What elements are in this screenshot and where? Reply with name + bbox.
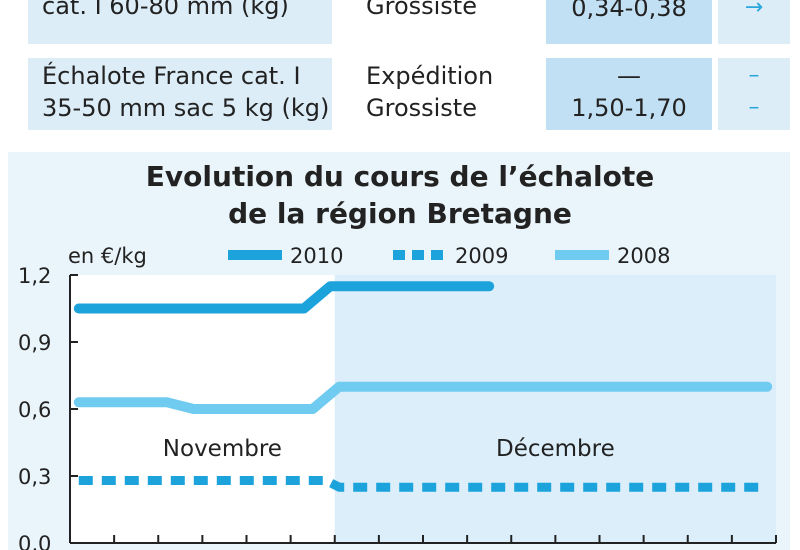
product-text: Échalote France cat. I <box>42 62 301 90</box>
legend-label: 2008 <box>617 244 670 268</box>
value-cell: — 1,50-1,70 <box>546 58 712 130</box>
value-text: 1,50-1,70 <box>571 94 687 122</box>
table-row: cat. I 60-80 mm (kg) Grossiste 0,34-0,38… <box>28 0 790 44</box>
value-cell: 0,34-0,38 <box>546 0 712 44</box>
value-text: 0,34-0,38 <box>571 0 687 22</box>
period-label: Novembre <box>163 436 282 462</box>
stage-text: Grossiste <box>366 0 477 20</box>
chart-title-line-2: de la région Bretagne <box>228 197 572 230</box>
legend: 2010 2009 2008 <box>228 244 670 268</box>
stage-cell: Grossiste <box>332 0 580 44</box>
product-text: 35-50 mm sac 5 kg (kg) <box>42 94 330 122</box>
stage-text: Grossiste <box>366 94 477 122</box>
y-tick-label: 0,3 <box>18 465 51 489</box>
y-tick-label: 0,9 <box>18 331 51 355</box>
legend-label: 2009 <box>455 244 508 268</box>
series-line-2008 <box>73 381 773 414</box>
series-line-2009 <box>78 476 768 492</box>
series-line-2010 <box>73 281 495 314</box>
value-text: — <box>617 62 641 90</box>
y-axis-label: en €/kg <box>68 244 147 268</box>
stage-cell: Expédition Grossiste <box>332 58 580 130</box>
trend-dash-icon: – <box>748 95 760 120</box>
plot-area-december <box>334 275 776 543</box>
y-tick-label: 0,6 <box>18 398 51 422</box>
y-tick-label: 1,2 <box>18 264 51 288</box>
table-row: Échalote France cat. I 35-50 mm sac 5 kg… <box>28 58 790 130</box>
legend-label: 2010 <box>290 244 343 268</box>
trend-arrow-icon: → <box>744 0 764 20</box>
axis-ticks <box>69 274 777 544</box>
product-text: cat. I 60-80 mm (kg) <box>42 0 289 20</box>
y-tick-label: 0,0 <box>18 532 51 550</box>
period-label: Décembre <box>496 436 615 462</box>
stage-text: Expédition <box>366 62 494 90</box>
axis-labels: 0,0 0,3 0,6 0,9 1,2 en €/kg Novembre Décembre <box>18 244 615 550</box>
product-cell: cat. I 60-80 mm (kg) <box>28 0 332 44</box>
product-cell: Échalote France cat. I 35-50 mm sac 5 kg… <box>28 58 332 130</box>
chart-title-line-1: Evolution du cours de l’échalote <box>145 160 655 193</box>
trend-cell: – – <box>718 58 790 130</box>
series-group <box>73 281 773 492</box>
trend-dash-icon: – <box>748 63 760 88</box>
trend-cell: → <box>718 0 790 44</box>
